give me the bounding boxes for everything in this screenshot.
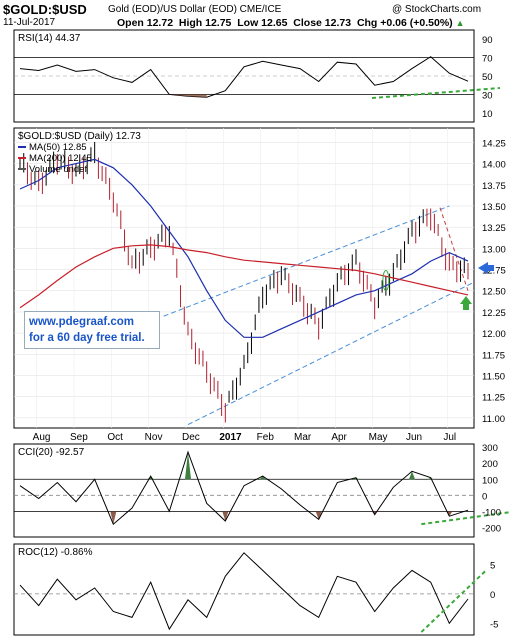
roc-tick-label: 5 [490,561,495,572]
roc-title: ROC(12) -0.86% [18,547,93,558]
price-tick-label: 12.25 [482,308,506,319]
price-x-label: Jun [406,432,422,443]
symbol-description: Gold (EOD)/US Dollar (EOD) CME/ICE [108,4,282,15]
panel-frame-roc [13,543,475,636]
promo-url[interactable]: www.pdegraaf.com [29,316,135,328]
price-x-label: May [369,432,388,443]
price-x-label: Feb [257,432,275,443]
promo-box[interactable]: www.pdegraaf.com for a 60 day free trial… [24,311,160,349]
low-value: Low 12.65 [237,17,288,29]
channel-lower-line [187,281,475,426]
green-up-arrow-icon [460,296,472,310]
price-tick-label: 12.75 [482,266,506,277]
cci-oversold-fill [110,511,117,525]
cci-line [19,450,469,526]
cci-trend-arrow [421,511,511,526]
price-x-label: Oct [107,432,123,443]
cci-tick-label: 0 [482,491,487,502]
price-tick-label: 13.75 [482,181,506,192]
price-tick-label: 12.00 [482,329,506,340]
cci-overbought-fill [409,471,415,480]
price-x-label: Apr [331,432,347,443]
price-x-label: Nov [145,432,163,443]
price-legend-entry: MA(50) 12.85 [29,142,87,153]
ma200-line [19,244,469,309]
roc-trend-arrow [420,569,487,633]
rsi-trend-arrow [371,87,501,99]
price-tick-label: 11.25 [482,393,505,404]
price-tick-label: 13.50 [482,202,506,213]
blue-arrow-icon [478,262,494,274]
roc-tick-label: 0 [490,590,495,601]
roc-tick-label: -5 [490,619,498,630]
rsi-line [19,56,469,98]
up-arrow-icon: ▲ [455,18,465,28]
price-x-label: Sep [70,432,88,443]
cci-tick-label: -200 [482,523,501,534]
rsi-tick-label: 10 [482,109,493,120]
stockcharts-logo: @ StockCharts.com [392,4,482,15]
downtrend-line [439,207,469,291]
price-tick-label: 14.00 [482,160,506,171]
price-tick-label: 11.75 [482,350,505,361]
symbol-title: $GOLD:$USD [3,2,87,17]
cci-tick-label: 100 [482,475,498,486]
price-x-label: Dec [182,432,200,443]
cci-tick-label: 200 [482,459,498,470]
price-x-label: Jul [443,432,456,443]
cci-oversold-fill [222,511,229,521]
cci-title: CCI(20) -92.57 [18,447,85,458]
rsi-tick-label: 90 [482,35,493,46]
cci-overbought-fill [259,476,266,480]
ohlc-summary: Open 12.72 High 12.75 Low 12.65 Close 12… [117,17,465,29]
rsi-oversold-fill [169,94,207,98]
roc-line [19,552,469,631]
price-tick-label: 11.50 [482,371,505,382]
change-value: Chg +0.06 (+0.50%) [356,17,453,29]
close-value: Close 12.73 [293,17,352,29]
price-tick-label: 12.50 [482,287,506,298]
price-x-label: Mar [294,432,312,443]
annotation-ellipse [382,270,390,292]
promo-text: for a 60 day free trial. [29,332,145,344]
price-title: $GOLD:$USD (Daily) 12.73 [18,131,141,142]
price-tick-label: 13.00 [482,244,506,255]
rsi-tick-label: 70 [482,54,493,65]
price-tick-label: 11.00 [482,414,505,425]
rsi-title: RSI(14) 44.37 [18,33,81,44]
cci-tick-label: -100 [482,507,501,518]
price-x-label: 2017 [219,432,242,443]
price-tick-label: 14.25 [482,138,506,149]
channel-upper-line [163,205,450,317]
ma50-line [19,158,469,338]
price-x-label: Aug [33,432,51,443]
rsi-tick-label: 50 [482,72,493,83]
price-tick-label: 13.25 [482,223,506,234]
cci-oversold-fill [315,511,322,520]
cci-tick-label: 300 [482,443,498,454]
high-value: High 12.75 [178,17,232,29]
panel-frame-price [13,127,475,429]
cci-overbought-fill [185,452,191,480]
rsi-tick-label: 30 [482,90,493,101]
panel-frame-cci [13,443,475,538]
price-legend-entry: Volume undef [29,164,87,175]
panel-frame-rsi [13,29,475,123]
chart-date: 11-Jul-2017 [3,17,56,28]
price-legend-entry: MA(200) 12.45 [29,153,92,164]
open-value: Open 12.72 [117,17,174,29]
